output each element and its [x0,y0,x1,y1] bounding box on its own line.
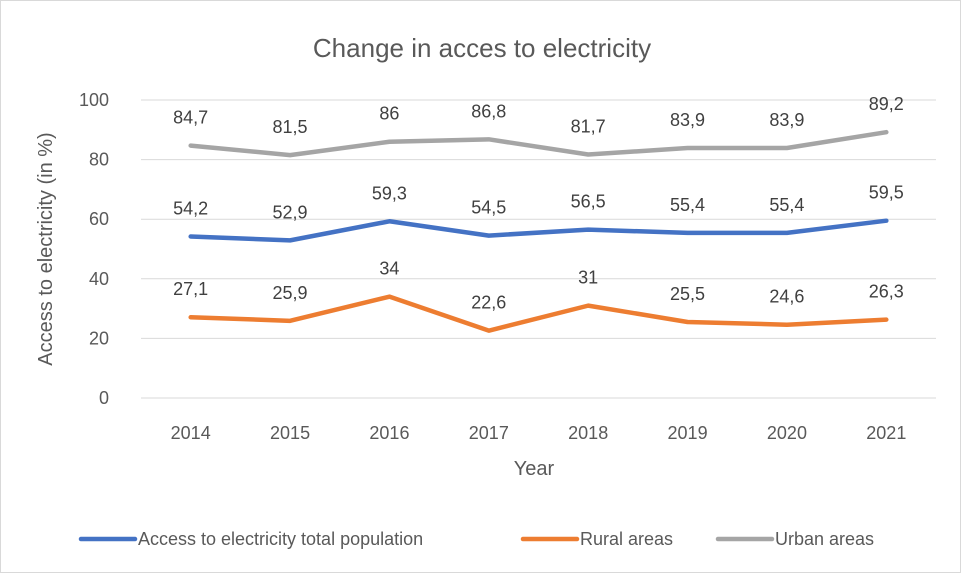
data-label: 27,1 [173,279,208,299]
series-line-1 [188,294,889,333]
gridlines [141,99,936,399]
x-tick-label: 2018 [568,423,608,443]
data-label: 34 [379,259,399,279]
series-line-2 [188,129,889,158]
legend-entry-label: Urban areas [775,529,874,549]
data-label: 86,8 [471,101,506,121]
data-label: 83,9 [769,110,804,130]
series-group [188,129,889,333]
data-label: 86 [379,104,399,124]
x-tick-label: 2020 [767,423,807,443]
x-tick-label: 2015 [270,423,310,443]
data-label: 56,5 [571,192,606,212]
legend: Access to electricity total population Ru… [78,529,874,549]
data-label: 25,5 [670,284,705,304]
y-tick-label: 40 [89,269,109,289]
data-label: 54,2 [173,198,208,218]
y-tick-label: 60 [89,209,109,229]
data-label: 54,5 [471,198,506,218]
x-tick-label: 2017 [469,423,509,443]
y-tick-label: 20 [89,328,109,348]
legend-entry-label: Access to electricity total population [138,529,423,549]
data-label: 81,7 [571,117,606,137]
data-labels: 54,2 52,9 59,3 54,5 56,5 55,4 55,4 59,5 27,1 25,9… [173,94,904,312]
x-tick-label: 2016 [369,423,409,443]
x-axis-label: Year [514,458,555,480]
data-label: 24,6 [769,287,804,307]
data-label: 83,9 [670,110,705,130]
y-tick-label: 100 [79,90,109,110]
data-label: 25,9 [273,283,308,303]
data-label: 26,3 [869,282,904,302]
y-axis-label: Access to electricity (in %) [35,132,57,365]
y-tick-label: 80 [89,150,109,170]
data-label: 52,9 [273,202,308,222]
x-tick-label: 2014 [171,423,211,443]
data-label: 59,5 [869,183,904,203]
data-label: 59,3 [372,183,407,203]
x-tick-label: 2019 [668,423,708,443]
legend-entry-label: Rural areas [580,529,673,549]
data-label: 55,4 [670,195,705,215]
x-axis-ticks: 2014 2015 2016 2017 2018 2019 2020 2021 [171,423,907,443]
x-tick-label: 2021 [866,423,906,443]
data-label: 89,2 [869,94,904,114]
y-tick-label: 0 [99,388,109,408]
series-line-0 [188,218,889,243]
data-label: 81,5 [273,117,308,137]
data-label: 84,7 [173,108,208,128]
data-label: 22,6 [471,293,506,313]
y-axis-ticks: 0 20 40 60 80 100 [79,90,109,408]
data-label: 31 [578,268,598,288]
data-label: 55,4 [769,195,804,215]
chart-title: Change in acces to electricity [313,33,651,63]
